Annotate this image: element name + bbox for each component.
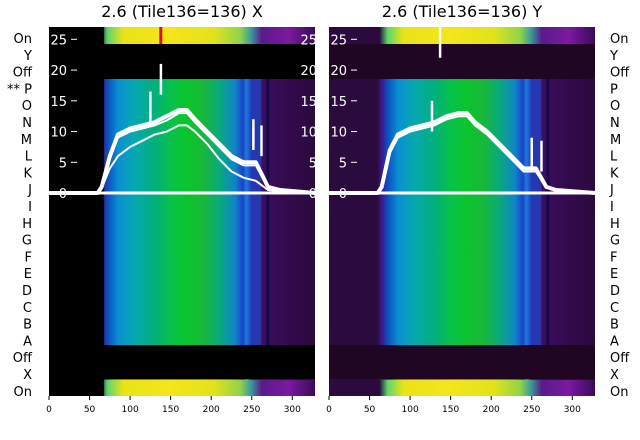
row-label: H: [610, 217, 620, 232]
row-label: M: [610, 133, 621, 148]
x-tick-label: 50: [84, 405, 96, 415]
row-label: L: [610, 150, 618, 165]
on-strip-bottom: [329, 380, 595, 396]
row-label: X: [23, 368, 32, 383]
x-tick-label: 200: [483, 405, 500, 415]
y-tick-label: 15: [50, 95, 67, 110]
row-label: I: [610, 200, 614, 215]
x-tick-label: 250: [523, 405, 540, 415]
row-label: On: [610, 32, 628, 47]
row-label: E: [610, 267, 618, 282]
y-tick-label-right: 5: [309, 156, 317, 171]
y-tick-label-right: 0: [309, 187, 317, 202]
row-label: Off: [13, 66, 33, 81]
x-tick-label: 0: [46, 405, 52, 415]
x-tick-label: 100: [402, 405, 419, 415]
y-tick-label: 5: [59, 156, 67, 171]
y-tick-label: 25: [50, 33, 67, 48]
y-tick-label: 20: [330, 64, 347, 79]
row-label: M: [21, 133, 32, 148]
row-label: A: [23, 334, 32, 349]
x-tick-label: 200: [203, 405, 220, 415]
y-tick-label: 10: [330, 126, 347, 141]
row-label: P: [610, 82, 618, 97]
row-label: K: [23, 166, 32, 181]
row-label: A: [610, 334, 619, 349]
on-strip-top: [49, 27, 315, 44]
on-strip-top: [329, 27, 595, 44]
row-label: D: [22, 284, 32, 299]
heatmap-body: [329, 27, 595, 396]
row-label: On: [14, 32, 32, 47]
y-tick-label: 0: [59, 187, 67, 202]
x-tick-label: 300: [284, 405, 301, 415]
y-tick-label-right: 20: [300, 64, 317, 79]
x-tick-label: 50: [364, 405, 376, 415]
series-line-1: [329, 111, 596, 195]
row-label: F: [610, 250, 617, 265]
panel-title: 2.6 (Tile136=136) Y: [382, 2, 543, 21]
y-tick-label-right: 10: [300, 126, 317, 141]
series-line-2: [329, 115, 596, 194]
row-label: On: [14, 385, 32, 400]
on-strip-bottom: [49, 380, 315, 396]
y-tick-label: 0: [339, 187, 347, 202]
series-line-3: [49, 124, 316, 194]
masked-columns: [49, 27, 105, 396]
y-tick-label: 15: [330, 95, 347, 110]
y-tick-label-right: 15: [300, 95, 317, 110]
row-label: N: [22, 116, 32, 131]
row-label: B: [23, 318, 32, 333]
streak-column: [246, 79, 262, 345]
row-label: On: [610, 385, 628, 400]
row-label: L: [25, 150, 33, 165]
row-label: J: [609, 183, 614, 198]
y-tick-label: 5: [339, 156, 347, 171]
row-label: J: [27, 183, 32, 198]
row-label: D: [610, 284, 620, 299]
x-tick-label: 150: [162, 405, 179, 415]
row-label: F: [25, 250, 32, 265]
x-tick-label: 100: [122, 405, 139, 415]
row-label: B: [610, 318, 619, 333]
row-label: Y: [609, 49, 618, 64]
dark-streak: [266, 79, 270, 345]
row-label: C: [610, 301, 619, 316]
row-label: G: [22, 234, 32, 249]
y-tick-label: 25: [330, 33, 347, 48]
row-label: E: [24, 267, 32, 282]
x-tick-label: 0: [326, 405, 332, 415]
row-label: Off: [610, 66, 630, 81]
streak-column: [526, 79, 542, 345]
row-label: K: [610, 166, 619, 181]
row-label: O: [22, 99, 32, 114]
row-label: O: [610, 99, 620, 114]
series-line-2: [49, 112, 316, 194]
row-label: ** P: [7, 82, 32, 97]
dark-band-bottom: [329, 345, 595, 379]
x-tick-label: 250: [243, 405, 260, 415]
row-label: G: [610, 234, 620, 249]
y-tick-label-right: 25: [300, 33, 317, 48]
series-line-1: [49, 108, 316, 195]
dark-streak: [546, 79, 550, 345]
y-tick-label: 10: [50, 126, 67, 141]
row-label: I: [28, 200, 32, 215]
row-label: Off: [13, 351, 33, 366]
hot-column: [159, 27, 163, 44]
row-label: N: [610, 116, 620, 131]
row-label: Y: [23, 49, 32, 64]
x-tick-label: 150: [442, 405, 459, 415]
row-label: H: [22, 217, 32, 232]
row-label: C: [23, 301, 32, 316]
x-tick-label: 300: [564, 405, 581, 415]
row-label: X: [610, 368, 619, 383]
panel-title: 2.6 (Tile136=136) X: [101, 2, 263, 21]
y-tick-label: 20: [50, 64, 67, 79]
row-label: Off: [610, 351, 630, 366]
dark-band-top: [329, 44, 595, 79]
